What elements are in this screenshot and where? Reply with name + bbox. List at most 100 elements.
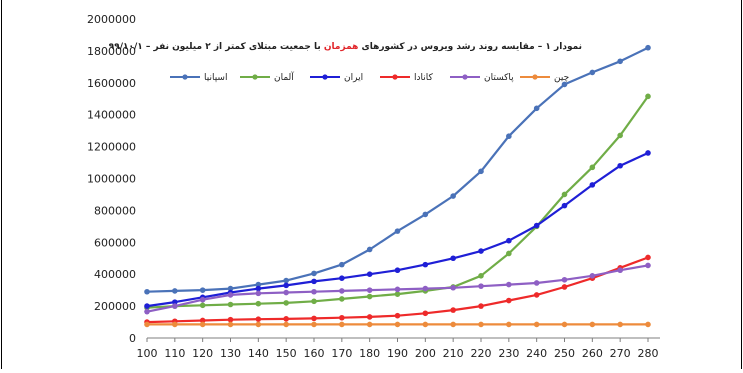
legend-label: چین xyxy=(554,73,569,83)
data-point xyxy=(534,280,540,286)
x-tick-label: 180 xyxy=(359,347,380,360)
data-point xyxy=(478,169,484,175)
y-tick-label: 0 xyxy=(129,332,136,345)
data-point xyxy=(423,262,429,268)
data-point xyxy=(228,322,234,328)
data-point xyxy=(339,315,345,321)
data-point xyxy=(478,303,484,309)
data-point xyxy=(144,289,150,295)
legend-label: آلمان xyxy=(274,71,294,83)
data-point xyxy=(506,133,512,139)
y-tick-label: 1400000 xyxy=(87,109,136,122)
data-point xyxy=(311,289,317,295)
data-point xyxy=(590,165,596,171)
data-point xyxy=(339,275,345,281)
legend-item-3: ایران xyxy=(310,73,363,83)
x-tick-label: 250 xyxy=(554,347,575,360)
data-point xyxy=(339,262,345,268)
legend-swatch-marker xyxy=(252,74,257,79)
data-point xyxy=(367,287,373,293)
x-tick-label: 150 xyxy=(276,347,297,360)
data-point xyxy=(450,255,456,261)
series-6 xyxy=(144,322,651,328)
x-tick-label: 140 xyxy=(248,347,269,360)
x-tick-label: 160 xyxy=(304,347,325,360)
data-point xyxy=(478,283,484,289)
data-point xyxy=(562,322,568,328)
data-point xyxy=(645,255,651,261)
data-point xyxy=(311,279,317,285)
data-point xyxy=(534,106,540,112)
data-point xyxy=(283,300,289,306)
data-point xyxy=(200,303,206,309)
x-tick-label: 100 xyxy=(137,347,158,360)
legend-swatch-marker xyxy=(182,74,187,79)
x-tick-label: 210 xyxy=(443,347,464,360)
data-point xyxy=(645,263,651,269)
y-tick-label: 600000 xyxy=(94,236,136,249)
legend-swatch-marker xyxy=(322,74,327,79)
data-point xyxy=(562,203,568,209)
data-point xyxy=(283,278,289,284)
data-point xyxy=(617,58,623,64)
data-point xyxy=(228,317,234,323)
x-tick-label: 280 xyxy=(638,347,659,360)
data-point xyxy=(617,267,623,273)
data-point xyxy=(367,271,373,277)
data-point xyxy=(395,287,401,293)
data-point xyxy=(283,322,289,328)
legend-label: ایران xyxy=(344,73,363,83)
legend-item-4: کانادا xyxy=(380,73,433,83)
data-point xyxy=(423,212,429,218)
data-point xyxy=(645,322,651,328)
data-point xyxy=(367,294,373,300)
legend-swatch-marker xyxy=(532,74,537,79)
data-point xyxy=(590,70,596,76)
data-point xyxy=(228,292,234,298)
data-point xyxy=(311,322,317,328)
y-tick-label: 400000 xyxy=(94,268,136,281)
x-tick-label: 110 xyxy=(164,347,185,360)
data-point xyxy=(423,322,429,328)
x-tick-label: 170 xyxy=(331,347,352,360)
x-tick-label: 200 xyxy=(415,347,436,360)
data-point xyxy=(339,296,345,302)
data-point xyxy=(339,288,345,294)
data-point xyxy=(144,303,150,309)
data-point xyxy=(256,301,262,307)
data-point xyxy=(256,316,262,322)
x-tick-label: 230 xyxy=(498,347,519,360)
data-point xyxy=(506,238,512,244)
data-point xyxy=(367,314,373,320)
data-point xyxy=(534,223,540,229)
x-tick-label: 190 xyxy=(387,347,408,360)
data-point xyxy=(645,45,651,51)
data-point xyxy=(283,316,289,322)
data-point xyxy=(283,290,289,296)
y-tick-label: 1200000 xyxy=(87,141,136,154)
data-point xyxy=(311,316,317,322)
data-point xyxy=(256,322,262,328)
legend-label: پاکستان xyxy=(484,73,514,83)
data-point xyxy=(617,133,623,139)
data-point xyxy=(283,283,289,289)
x-tick-label: 260 xyxy=(582,347,603,360)
data-point xyxy=(450,285,456,291)
data-point xyxy=(395,267,401,273)
legend: اسپانیا آلمان ایران کانادا پاکستان چین xyxy=(170,71,569,83)
chart-title-suffix: با جمعیت مبتلای کمتر از ۲ میلیون نفر – ۹… xyxy=(109,42,324,52)
data-point xyxy=(200,297,206,303)
axes xyxy=(147,338,660,342)
legend-item-2: آلمان xyxy=(240,71,294,83)
data-point xyxy=(617,163,623,169)
data-point xyxy=(534,322,540,328)
series-layer xyxy=(144,45,651,327)
data-point xyxy=(478,322,484,328)
data-point xyxy=(395,313,401,319)
x-tick-label: 120 xyxy=(192,347,213,360)
data-point xyxy=(506,298,512,304)
data-point xyxy=(423,310,429,316)
series-line xyxy=(147,96,648,307)
legend-item-6: چین xyxy=(520,73,569,83)
data-point xyxy=(590,322,596,328)
